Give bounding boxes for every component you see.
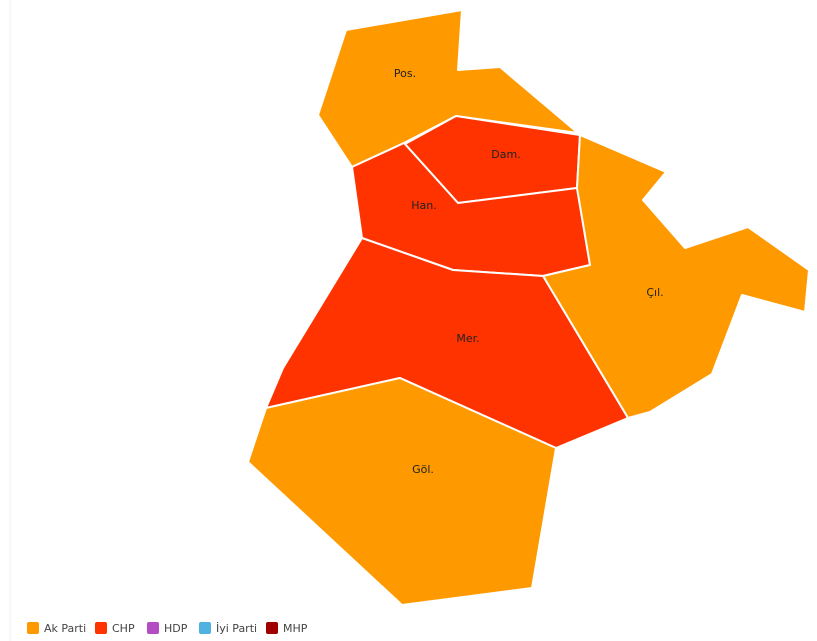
region-label: Göl. [412,463,434,476]
region-label: Mer. [456,332,479,345]
region-shape[interactable] [247,377,557,606]
legend-swatch [27,622,39,634]
legend-swatch [95,622,107,634]
legend-label: MHP [283,622,308,635]
region-label: Han. [411,199,436,212]
region[interactable]: Çıl. [542,134,810,419]
legend-label: HDP [164,622,188,635]
region-label: Çıl. [646,286,663,299]
legend-swatch [266,622,278,634]
region-label: Pos. [394,67,416,80]
legend-label: Ak Parti [44,622,86,635]
legend-label: CHP [112,622,135,635]
legend-swatch [147,622,159,634]
region-label: Dam. [491,148,520,161]
region-shape[interactable] [542,134,810,419]
legend-label: İyi Parti [216,622,257,635]
legend: Ak Parti CHP HDP İyi Parti MHP [27,622,308,635]
legend-swatch [199,622,211,634]
region[interactable]: Göl. [247,377,557,606]
